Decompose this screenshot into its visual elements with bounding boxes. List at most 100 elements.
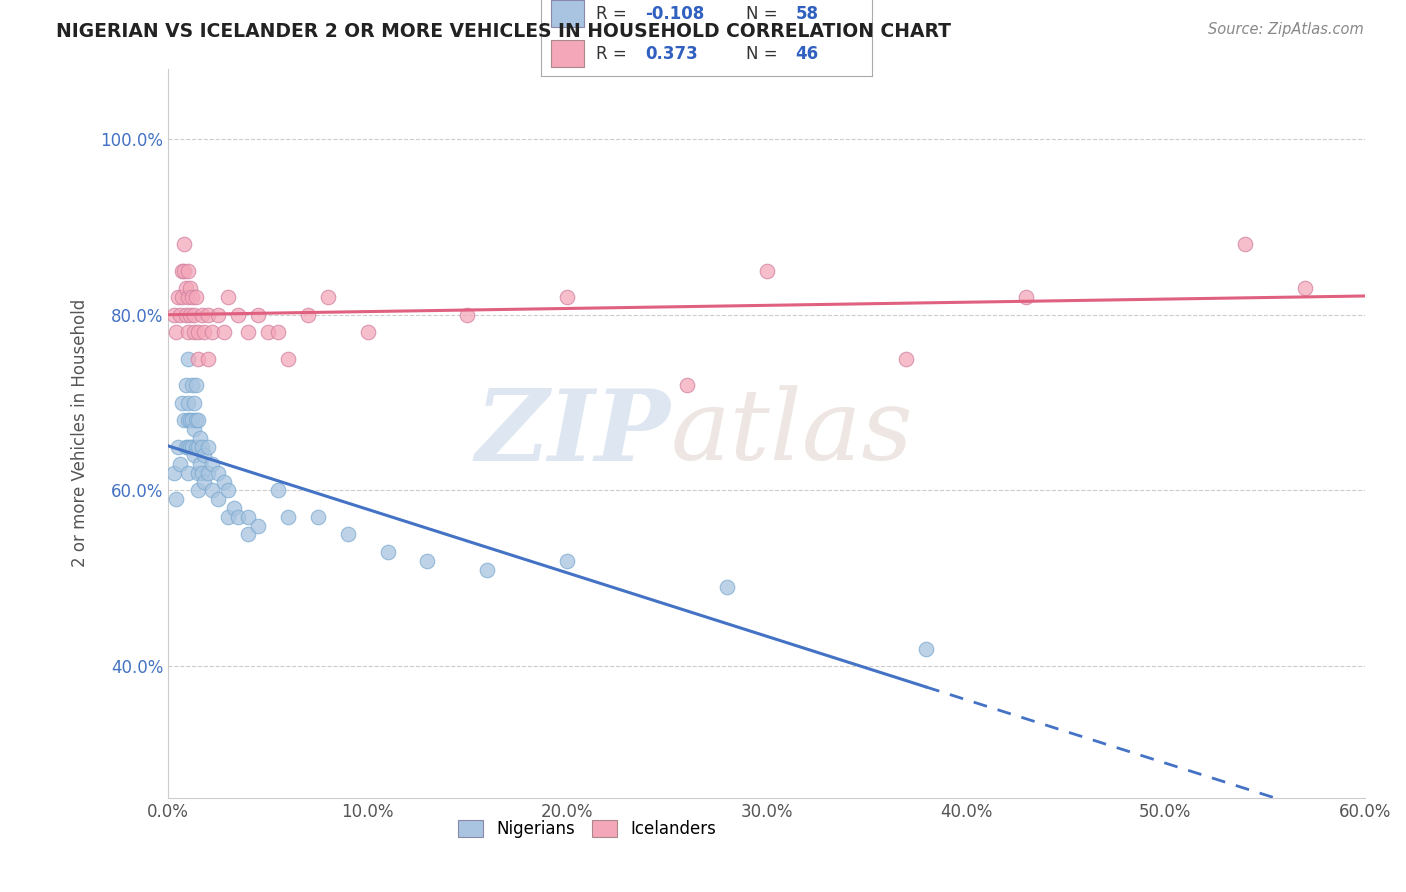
Point	[201, 457, 224, 471]
Text: NIGERIAN VS ICELANDER 2 OR MORE VEHICLES IN HOUSEHOLD CORRELATION CHART: NIGERIAN VS ICELANDER 2 OR MORE VEHICLES…	[56, 22, 952, 41]
FancyBboxPatch shape	[551, 0, 585, 27]
Point	[236, 527, 259, 541]
Point	[173, 263, 195, 277]
Point	[201, 483, 224, 498]
Point	[246, 518, 269, 533]
Point	[212, 475, 235, 489]
Point	[675, 378, 697, 392]
Point	[184, 413, 207, 427]
Text: R =: R =	[596, 5, 627, 23]
Point	[217, 290, 239, 304]
Point	[177, 466, 200, 480]
Point	[267, 325, 290, 339]
Point	[356, 325, 378, 339]
Point	[193, 475, 215, 489]
Point	[191, 308, 214, 322]
Point	[177, 440, 200, 454]
Text: 0.373: 0.373	[645, 45, 699, 62]
Point	[172, 263, 194, 277]
Point	[197, 440, 219, 454]
Point	[183, 448, 205, 462]
Point	[336, 527, 359, 541]
Point	[183, 422, 205, 436]
Text: ZIP: ZIP	[475, 385, 671, 482]
Point	[163, 308, 186, 322]
Point	[177, 263, 200, 277]
Point	[297, 308, 319, 322]
Text: N =: N =	[747, 45, 778, 62]
Point	[188, 431, 211, 445]
Point	[163, 466, 186, 480]
Point	[169, 457, 191, 471]
Point	[187, 351, 209, 366]
Point	[226, 509, 249, 524]
Point	[183, 325, 205, 339]
Point	[179, 413, 201, 427]
Point	[377, 545, 399, 559]
Point	[181, 290, 204, 304]
Point	[177, 290, 200, 304]
Point	[193, 325, 215, 339]
Legend: Nigerians, Icelanders: Nigerians, Icelanders	[451, 813, 723, 845]
Point	[174, 281, 197, 295]
Point	[894, 351, 917, 366]
Point	[246, 308, 269, 322]
Point	[181, 440, 204, 454]
Point	[1294, 281, 1316, 295]
Point	[174, 308, 197, 322]
FancyBboxPatch shape	[551, 40, 585, 68]
Point	[222, 501, 245, 516]
Point	[187, 466, 209, 480]
Text: N =: N =	[747, 5, 778, 23]
Point	[181, 413, 204, 427]
Point	[184, 378, 207, 392]
Point	[477, 563, 499, 577]
Point	[191, 440, 214, 454]
Text: atlas: atlas	[671, 385, 914, 481]
Point	[555, 290, 578, 304]
Text: -0.108: -0.108	[645, 5, 704, 23]
Point	[174, 378, 197, 392]
Point	[173, 413, 195, 427]
Point	[915, 641, 938, 656]
Point	[197, 351, 219, 366]
Point	[226, 308, 249, 322]
Point	[416, 554, 439, 568]
Point	[174, 440, 197, 454]
Point	[169, 308, 191, 322]
Point	[755, 263, 778, 277]
Point	[257, 325, 280, 339]
Text: 58: 58	[796, 5, 818, 23]
Point	[193, 448, 215, 462]
Text: Source: ZipAtlas.com: Source: ZipAtlas.com	[1208, 22, 1364, 37]
Point	[197, 466, 219, 480]
Point	[165, 492, 187, 507]
Point	[179, 308, 201, 322]
Point	[167, 290, 190, 304]
Point	[207, 492, 229, 507]
Text: 46: 46	[796, 45, 818, 62]
Point	[201, 325, 224, 339]
Point	[236, 325, 259, 339]
Point	[217, 509, 239, 524]
Point	[177, 325, 200, 339]
Point	[187, 440, 209, 454]
Point	[165, 325, 187, 339]
Point	[716, 580, 738, 594]
Point	[177, 413, 200, 427]
Point	[316, 290, 339, 304]
Point	[177, 351, 200, 366]
Point	[212, 325, 235, 339]
Y-axis label: 2 or more Vehicles in Household: 2 or more Vehicles in Household	[72, 299, 89, 567]
Point	[179, 440, 201, 454]
Point	[184, 440, 207, 454]
Point	[456, 308, 478, 322]
Point	[307, 509, 329, 524]
Point	[555, 554, 578, 568]
Point	[173, 237, 195, 252]
Point	[207, 308, 229, 322]
Point	[188, 457, 211, 471]
Point	[277, 509, 299, 524]
Point	[217, 483, 239, 498]
Point	[179, 281, 201, 295]
